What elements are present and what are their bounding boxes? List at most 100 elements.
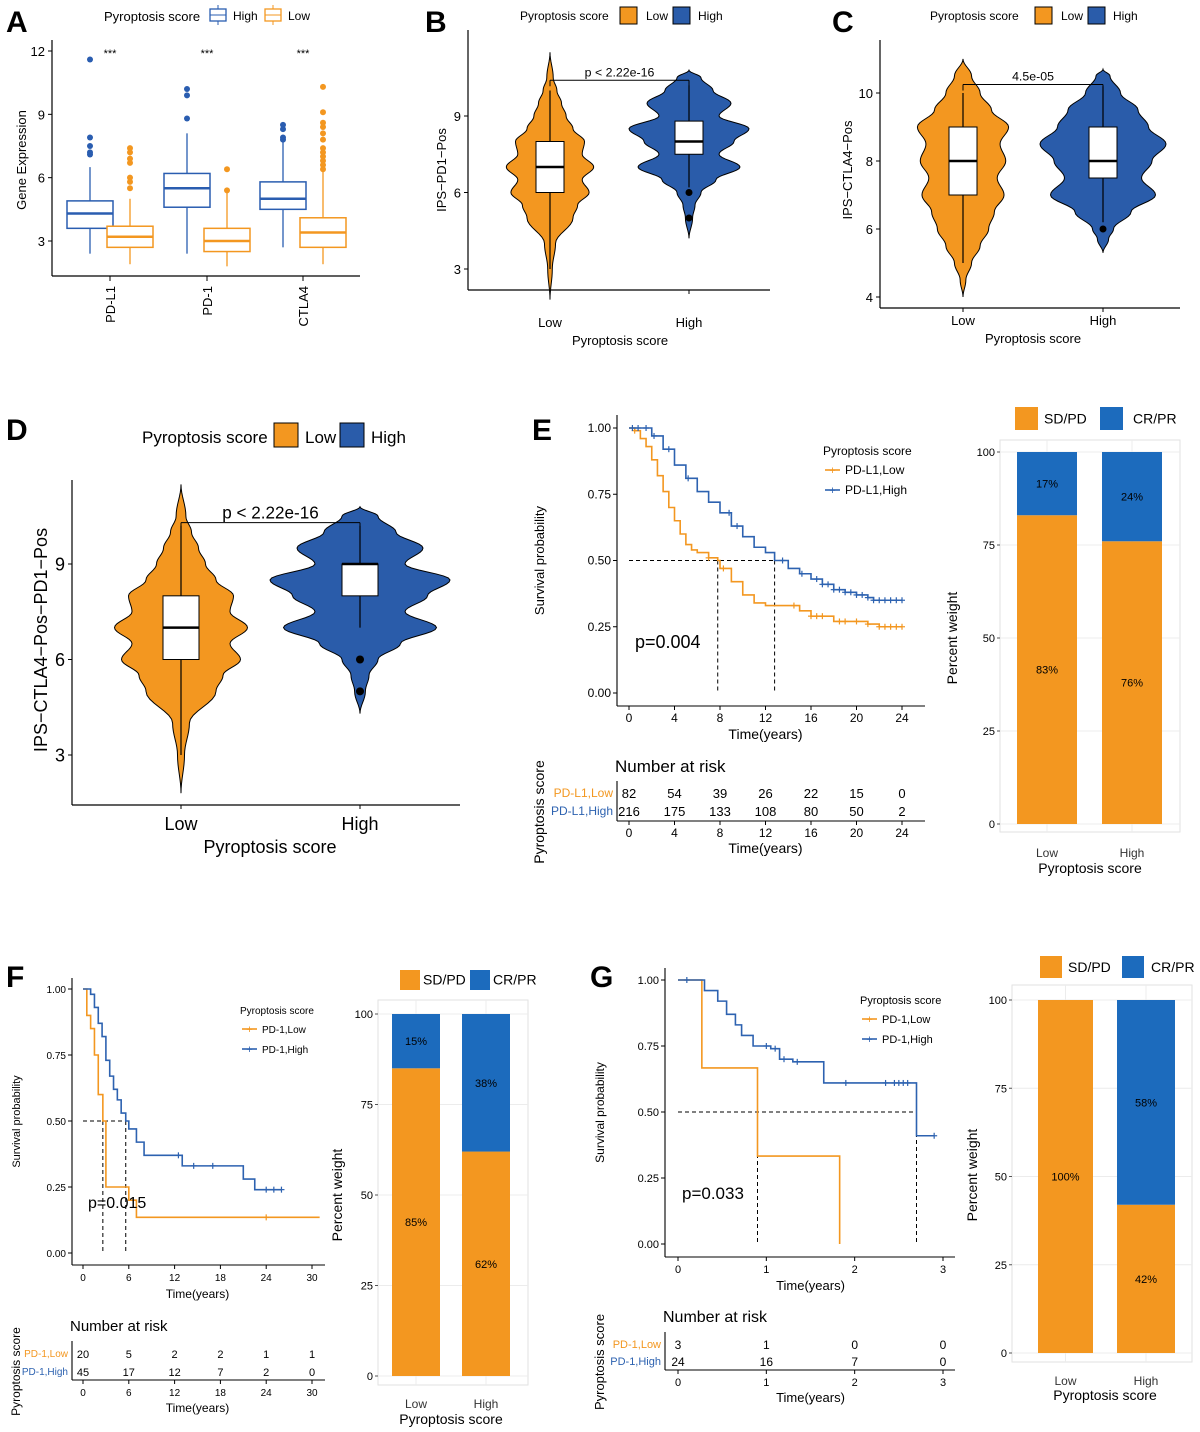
violin-low xyxy=(505,52,595,300)
y-axis-label: IPS−CTLA4−Pos xyxy=(840,120,855,219)
boxplot-low xyxy=(106,145,154,265)
outlier-point xyxy=(87,143,93,149)
bar-segment-cr-pr xyxy=(1017,452,1077,516)
y-tick-label: 8 xyxy=(866,154,873,169)
legend-swatch xyxy=(1087,6,1106,25)
y-axis-label: Survival probability xyxy=(532,505,547,615)
y-tick-label: 0.50 xyxy=(588,554,612,568)
y-tick-label: 100 xyxy=(989,995,1007,1007)
risk-x-tick-label: 2 xyxy=(852,1377,858,1389)
risk-x-tick-label: 24 xyxy=(261,1388,273,1399)
risk-count: 0 xyxy=(940,1338,947,1352)
bar-segment-sd-pd xyxy=(462,1151,510,1376)
x-axis-label: Pyroptosis score xyxy=(203,837,336,857)
legend-censor-icon: + xyxy=(829,485,835,497)
outlier-point xyxy=(127,174,133,181)
risk-count: 133 xyxy=(709,804,731,819)
risk-count: 26 xyxy=(758,786,772,801)
significance-label: *** xyxy=(297,48,311,60)
risk-x-tick-label: 1 xyxy=(763,1377,769,1389)
significance-label: *** xyxy=(201,48,215,60)
p-value-label: p=0.004 xyxy=(635,632,701,652)
y-tick-label: 25 xyxy=(995,1260,1007,1272)
violin-high xyxy=(269,505,451,714)
outlier-point xyxy=(320,149,326,156)
y-tick-label: 0.00 xyxy=(47,1249,67,1260)
bar-value-label: 58% xyxy=(1135,1097,1157,1109)
risk-count: 45 xyxy=(77,1367,89,1379)
outlier-point xyxy=(184,92,190,99)
risk-x-tick-label: 6 xyxy=(126,1388,132,1399)
bar-value-label: 24% xyxy=(1121,492,1143,504)
risk-count: 22 xyxy=(804,786,818,801)
box xyxy=(674,120,704,155)
outlier-point xyxy=(320,130,326,137)
x-tick-label: Low xyxy=(164,814,198,834)
significance-label: *** xyxy=(104,48,118,60)
risk-count: 0 xyxy=(898,786,905,801)
y-tick-label: 9 xyxy=(454,109,461,124)
y-tick-label: 12 xyxy=(31,44,45,59)
p-value-label: p < 2.22e-16 xyxy=(585,65,655,79)
p-value-label: 4.5e-05 xyxy=(1012,70,1054,84)
risk-count: 175 xyxy=(664,804,686,819)
risk-x-tick-label: 8 xyxy=(717,826,724,840)
legend-swatch xyxy=(470,970,490,990)
bar-value-label: 100% xyxy=(1051,1172,1079,1184)
legend-censor-icon: + xyxy=(246,1044,252,1056)
y-axis-label: Percent weight xyxy=(964,1129,980,1222)
risk-x-tick-label: 0 xyxy=(675,1377,681,1389)
y-tick-label: 75 xyxy=(983,540,995,552)
bar-value-label: 62% xyxy=(475,1259,497,1271)
x-tick-label: 12 xyxy=(759,711,773,725)
legend-label: Low xyxy=(646,9,668,23)
risk-count: 1 xyxy=(263,1349,269,1361)
y-tick-label: 0.75 xyxy=(638,1041,659,1053)
legend-swatch xyxy=(273,422,299,448)
x-tick-label: 16 xyxy=(804,711,818,725)
y-tick-label: 4 xyxy=(866,290,873,305)
outlier-point xyxy=(356,655,364,664)
risk-table-y-label: Pyroptosis score xyxy=(531,760,547,864)
outlier-point xyxy=(320,157,326,164)
legend-title: Pyroptosis score xyxy=(240,1006,314,1017)
legend-swatch xyxy=(400,970,420,990)
y-tick-label: 6 xyxy=(55,650,65,670)
y-tick-label: 0.25 xyxy=(638,1173,659,1185)
legend-title: Pyroptosis score xyxy=(520,9,609,23)
x-tick-label: 24 xyxy=(895,711,909,725)
y-axis-label: Gene Expression xyxy=(14,110,29,210)
x-tick-label: Low xyxy=(951,313,975,328)
y-tick-label: 0.50 xyxy=(47,1117,67,1128)
violin-high xyxy=(628,68,750,239)
outlier-point xyxy=(320,109,326,116)
x-tick-label: High xyxy=(1134,1374,1159,1388)
y-axis-label: Survival probability xyxy=(11,1075,23,1168)
outlier-point xyxy=(224,187,230,194)
legend-label: High xyxy=(233,9,258,23)
x-tick-label: High xyxy=(1120,846,1145,860)
outlier-point xyxy=(127,185,133,192)
survival-line xyxy=(629,427,902,628)
x-tick-label: PD-1 xyxy=(200,286,215,316)
risk-count: 50 xyxy=(849,804,863,819)
x-tick-label: 18 xyxy=(215,1273,227,1284)
outlier-point xyxy=(127,145,133,152)
risk-x-axis-label: Time(years) xyxy=(728,840,802,856)
x-tick-label: 20 xyxy=(850,711,864,725)
y-tick-label: 0.25 xyxy=(47,1183,67,1194)
x-tick-label: High xyxy=(676,315,703,330)
legend-label: PD-1,High xyxy=(262,1045,308,1056)
legend-label: CR/PR xyxy=(1133,411,1177,427)
y-axis-label: Survival probability xyxy=(593,1062,607,1163)
y-axis-label: IPS−PD1−Pos xyxy=(434,128,449,212)
legend-swatch xyxy=(1122,956,1144,978)
outlier-point xyxy=(87,134,93,141)
bar-segment-sd-pd xyxy=(1017,515,1077,824)
y-tick-label: 0.50 xyxy=(638,1107,659,1119)
panel-letter: F xyxy=(6,961,24,994)
legend-swatch xyxy=(1015,407,1038,430)
y-axis-label: Percent weight xyxy=(329,1149,345,1242)
y-tick-label: 3 xyxy=(55,746,65,766)
legend-label: SD/PD xyxy=(1068,959,1111,975)
